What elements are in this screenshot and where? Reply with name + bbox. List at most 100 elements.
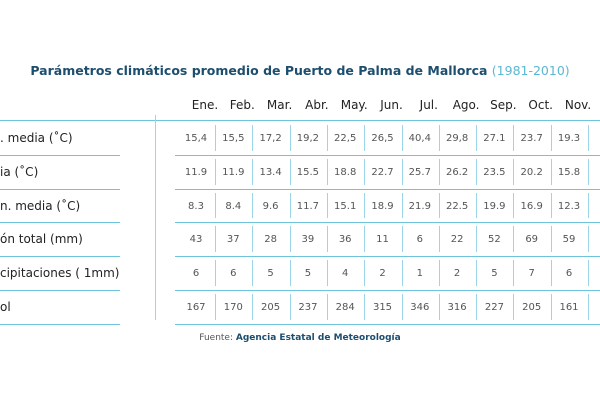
cell-divider xyxy=(252,125,254,151)
cell: 23.5 xyxy=(483,166,506,178)
cell: 22 xyxy=(450,234,464,246)
cell-divider xyxy=(550,192,552,219)
cell: 170 xyxy=(223,302,243,313)
cell: 52 xyxy=(488,234,501,246)
cell-divider xyxy=(476,158,478,185)
cell: 40,4 xyxy=(408,133,431,144)
cell-divider xyxy=(513,226,515,253)
cell: 5 xyxy=(491,268,498,280)
cell-divider xyxy=(252,192,254,219)
cell-divider xyxy=(326,260,328,286)
cell: 11.9 xyxy=(222,166,245,178)
cell-divider xyxy=(401,226,403,253)
cell: 43 xyxy=(189,234,203,246)
cell-divider xyxy=(588,260,589,286)
cell-divider xyxy=(289,158,291,185)
cell: 227 xyxy=(484,302,504,313)
cell: 2 xyxy=(453,268,461,280)
cell: 26.2 xyxy=(445,166,469,178)
cell-divider xyxy=(364,125,366,151)
row-rule xyxy=(175,256,600,258)
cell: 8.3 xyxy=(188,200,204,212)
cell: 9.6 xyxy=(262,200,279,212)
cell-divider xyxy=(513,158,515,185)
cell-divider xyxy=(252,158,254,185)
row-rule xyxy=(0,256,120,258)
row-rule xyxy=(175,188,600,190)
cell-divider xyxy=(252,226,254,253)
cell: 1 xyxy=(416,268,423,280)
cell: 237 xyxy=(298,302,318,313)
cell-divider xyxy=(215,125,216,151)
row-rule xyxy=(0,188,120,190)
row-rule xyxy=(175,222,600,224)
cell-divider xyxy=(364,192,366,219)
cell-divider xyxy=(550,294,552,320)
cell-divider xyxy=(289,294,291,320)
header-cell: Mar. xyxy=(266,98,293,112)
cell-divider xyxy=(215,226,216,253)
cell: 315 xyxy=(372,302,393,313)
cell-divider xyxy=(215,294,216,320)
cell: 22,5 xyxy=(334,133,357,144)
cell-divider xyxy=(401,125,403,151)
cell-divider xyxy=(438,125,440,151)
cell-divider xyxy=(550,226,552,253)
header-cell: Nov. xyxy=(564,98,592,112)
row-label: cipitaciones ( 1mm) xyxy=(0,266,120,281)
cell: 15.1 xyxy=(334,200,357,212)
cell-divider xyxy=(476,226,478,253)
cell: 11.7 xyxy=(296,200,320,212)
cell-divider xyxy=(476,192,478,219)
header-cell: Ago. xyxy=(452,98,480,112)
cell-divider xyxy=(252,260,254,286)
title: Parámetros climáticos promedio de Puerto… xyxy=(0,63,600,78)
cell-divider xyxy=(550,158,552,185)
cell-divider xyxy=(326,158,328,185)
cell: 19.9 xyxy=(483,200,506,212)
cell-divider xyxy=(289,226,291,253)
row-label: ol xyxy=(0,300,11,314)
header-cell: Abr. xyxy=(305,98,329,112)
cell: 5 xyxy=(304,268,312,280)
cell: 26,5 xyxy=(371,133,394,144)
cell-divider xyxy=(215,192,216,219)
cell: 5 xyxy=(267,268,274,280)
row-label: ón total (mm) xyxy=(0,232,83,247)
cell: 11.9 xyxy=(184,166,208,178)
cell: 20.2 xyxy=(520,166,543,178)
cell: 25.7 xyxy=(408,166,431,178)
cell: 346 xyxy=(410,302,430,313)
cell-divider xyxy=(476,260,478,286)
cell: 23.7 xyxy=(520,133,543,144)
source-name: Agencia Estatal de Meteorología xyxy=(235,333,401,343)
row-label: . media (˚C) xyxy=(0,131,73,145)
cell: 28 xyxy=(264,234,277,246)
cell: 4 xyxy=(342,268,349,280)
cell-divider xyxy=(289,192,291,219)
cell-divider xyxy=(401,192,403,219)
cell: 6 xyxy=(416,234,423,246)
cell-divider xyxy=(550,260,552,286)
cell-divider xyxy=(215,260,216,286)
cell: 205 xyxy=(522,302,542,313)
row-rule xyxy=(175,323,600,325)
label-divider xyxy=(155,115,156,320)
cell-divider xyxy=(438,192,440,219)
cell-divider xyxy=(513,260,515,286)
row-label: ia (˚C) xyxy=(0,164,39,179)
cell-divider xyxy=(438,158,440,185)
cell-divider xyxy=(588,294,589,320)
title-period: (1981-2010) xyxy=(491,63,570,78)
cell-divider xyxy=(438,294,440,320)
cell: 8.4 xyxy=(225,200,242,212)
cell: 13.4 xyxy=(259,166,282,178)
row-rule xyxy=(0,290,120,291)
cell: 316 xyxy=(447,302,467,313)
header-cell: Ene. xyxy=(191,98,219,112)
cell-divider xyxy=(513,125,515,151)
cell-divider xyxy=(401,260,403,286)
cell-divider xyxy=(364,158,366,185)
cell-divider xyxy=(326,226,328,253)
cell: 6 xyxy=(230,268,237,280)
